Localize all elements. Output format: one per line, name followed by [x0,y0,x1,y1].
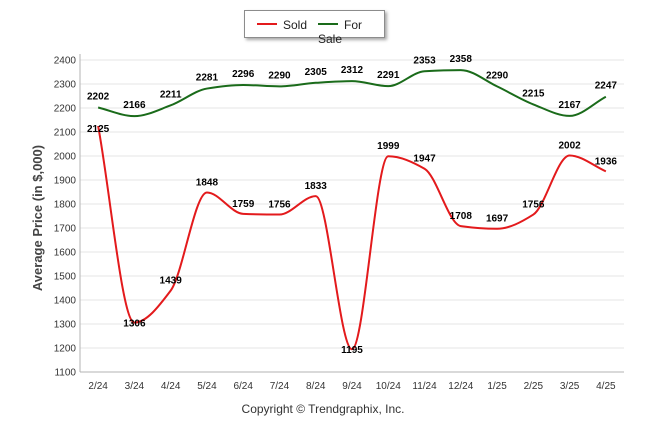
sold-data-label: 1756 [522,200,545,211]
sold-data-label: 1833 [305,181,328,192]
sold-data-label: 1947 [413,154,436,165]
y-tick-label: 2100 [54,128,77,139]
x-tick-label: 8/24 [306,381,326,392]
for-sale-line [97,69,607,118]
x-tick-label: 1/25 [487,381,507,392]
for-sale-data-label: 2305 [305,67,328,78]
for-sale-data-label: 2211 [160,89,182,100]
x-tick-label: 12/24 [448,381,473,392]
sold-data-label: 1439 [160,276,183,287]
y-tick-label: 1200 [54,344,77,355]
sold-data-label: 1708 [450,211,473,222]
sold-data-label: 2002 [558,141,581,152]
x-tick-label: 4/24 [161,381,181,392]
data-labels: 2125 1306 1439 1848 1759 1756 1833 1195 1999 1947… [87,54,617,356]
sold-data-label: 1697 [486,214,509,225]
y-tick-label: 2400 [54,56,77,67]
sold-data-label: 1756 [268,200,291,211]
y-tick-label: 1500 [54,272,77,283]
x-tick-label: 10/24 [376,381,401,392]
grid-lines [80,59,624,373]
sold-data-label: 2125 [87,124,110,135]
for-sale-data-label: 2291 [377,70,400,81]
sold-swatch-icon [257,22,277,25]
x-tick-label: 4/25 [596,381,616,392]
legend-item-sold[interactable]: Sold [257,18,307,32]
series-lines [97,69,607,351]
y-tick-label: 1100 [54,368,76,379]
for-sale-swatch-icon [318,22,338,25]
y-tick-label: 1600 [54,248,77,259]
for-sale-data-label: 2167 [558,100,581,111]
x-tick-label: 5/24 [197,381,217,392]
for-sale-data-label: 2312 [341,65,364,76]
sold-data-label: 1936 [595,156,618,167]
for-sale-data-label: 2290 [268,70,291,81]
x-tick-label: 9/24 [342,381,362,392]
y-tick-label: 1700 [54,224,77,235]
for-sale-data-label: 2290 [486,70,509,81]
x-tick-label: 2/25 [524,381,544,392]
x-tick-label: 7/24 [270,381,290,392]
x-tick-label: 3/25 [560,381,580,392]
sold-line [97,125,607,351]
legend-sold-label: Sold [283,18,308,32]
x-tick-label: 2/24 [88,381,108,392]
for-sale-data-label: 2166 [123,100,146,111]
y-tick-label: 1900 [54,176,77,187]
y-axis-label: Average Price (in $,000) [30,145,45,291]
sold-data-label: 1759 [232,199,255,210]
y-tick-label: 2000 [54,152,77,163]
sold-data-label: 1999 [377,141,400,152]
sold-data-label: 1848 [196,177,219,188]
sold-data-label: 1306 [123,319,146,330]
for-sale-data-label: 2353 [413,55,436,66]
sold-data-label: 1195 [341,345,363,356]
legend-for-sale-label: For Sale [318,18,362,46]
tick-labels: 1100 1200 1300 1400 1500 1600 1700 1800 1900 2000… [54,56,616,393]
copyright-text: Copyright © Trendgraphix, Inc. [241,402,405,416]
for-sale-data-label: 2215 [522,88,545,99]
y-tick-label: 1400 [54,296,77,307]
legend: Sold For Sale [244,10,385,46]
for-sale-data-label: 2281 [196,73,219,84]
for-sale-data-label: 2202 [87,92,110,103]
axes [79,54,624,373]
y-tick-label: 1300 [54,320,77,331]
for-sale-data-label: 2247 [595,81,618,92]
x-tick-label: 6/24 [233,381,253,392]
y-tick-label: 2200 [54,104,77,115]
legend-item-for-sale[interactable]: For Sale [318,18,384,46]
y-tick-label: 2300 [54,80,77,91]
for-sale-data-label: 2296 [232,69,255,80]
x-tick-label: 3/24 [125,381,145,392]
y-tick-label: 1800 [54,200,77,211]
x-tick-label: 11/24 [412,381,437,392]
for-sale-data-label: 2358 [450,54,473,65]
